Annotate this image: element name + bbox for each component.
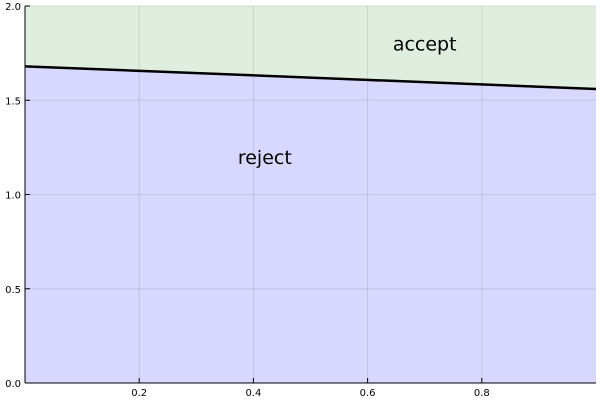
boundary-layer [24, 65, 597, 91]
y-tick-label: 0.5 [5, 285, 21, 296]
labels-layer: accept reject [238, 34, 457, 169]
region-label-accept: accept [393, 34, 457, 56]
region-reject [25, 66, 596, 383]
y-tick-label: 1.0 [5, 191, 21, 202]
grid-layer [25, 5, 596, 384]
region-accept [25, 6, 596, 89]
x-tick-label: 0.8 [474, 388, 490, 399]
region-label-reject: reject [238, 147, 292, 169]
y-tick-label: 0.0 [5, 379, 21, 390]
x-tick-label: 0.6 [360, 388, 376, 399]
x-tick-label: 0.2 [131, 388, 147, 399]
regions-layer [25, 6, 596, 383]
y-tick-label: 2.0 [5, 2, 21, 13]
boundary-line [24, 65, 597, 91]
axes-layer: 0.2 0.4 0.6 0.8 0.0 0.5 1.0 1.5 2.0 [5, 2, 596, 399]
y-tick-label: 1.5 [5, 96, 21, 107]
x-tick-label: 0.4 [245, 388, 261, 399]
